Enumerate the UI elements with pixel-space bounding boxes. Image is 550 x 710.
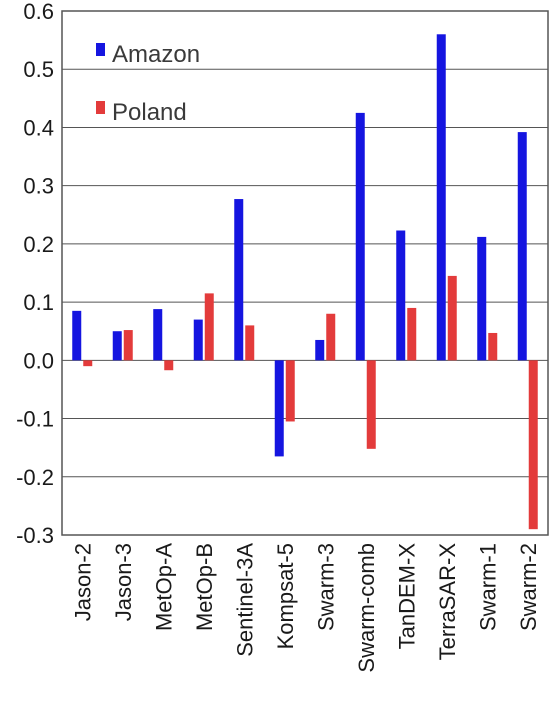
bar-poland-swarm-3 bbox=[326, 313, 336, 361]
legend-label-poland: Poland bbox=[112, 99, 187, 126]
bar-amazon-metop-a bbox=[153, 309, 163, 361]
y-tick-label: 0.6 bbox=[23, 0, 54, 24]
x-category-label: TanDEM-X bbox=[394, 543, 419, 650]
x-category-label: MetOp-B bbox=[192, 543, 217, 631]
y-tick-label: 0.4 bbox=[23, 115, 54, 140]
x-category-label: MetOp-A bbox=[151, 543, 176, 631]
bar-poland-metop-b bbox=[204, 293, 214, 361]
plot-frame bbox=[61, 10, 549, 536]
x-axis-labels: Jason-2 Jason-3 MetOp-A MetOp-B Sentinel-3A K… bbox=[70, 543, 541, 673]
bar-amazon-swarm-2 bbox=[517, 132, 527, 361]
legend-swatch-poland bbox=[96, 101, 105, 114]
bar-poland-sentinel-3a bbox=[245, 325, 255, 361]
bar-amazon-swarm-3 bbox=[315, 339, 325, 361]
x-category-label: Sentinel-3A bbox=[232, 543, 257, 657]
y-tick-label: -0.3 bbox=[16, 523, 54, 548]
x-category-label: Swarm-2 bbox=[516, 543, 541, 631]
bar-poland-tandem-x bbox=[407, 307, 417, 361]
x-category-label: TerraSAR-X bbox=[435, 543, 460, 661]
y-tick-label: 0.1 bbox=[23, 290, 54, 315]
x-category-label: Jason-3 bbox=[111, 543, 136, 621]
bar-amazon-sentinel-3a bbox=[234, 199, 244, 361]
x-category-label: Jason-2 bbox=[70, 543, 95, 621]
x-category-label: Swarm-1 bbox=[475, 543, 500, 631]
bar-amazon-tandem-x bbox=[396, 230, 406, 361]
bar-amazon-terrasar-x bbox=[436, 34, 446, 361]
x-category-label: Swarm-3 bbox=[313, 543, 338, 631]
y-tick-label: -0.1 bbox=[16, 407, 54, 432]
bar-amazon-jason-3 bbox=[112, 331, 122, 361]
bars bbox=[72, 34, 538, 530]
bar-poland-terrasar-x bbox=[447, 275, 457, 361]
y-tick-label: 0.5 bbox=[23, 57, 54, 82]
bar-poland-swarm-comb bbox=[366, 360, 376, 449]
legend-label-amazon: Amazon bbox=[112, 41, 200, 68]
bar-poland-swarm-1 bbox=[488, 332, 498, 361]
bar-amazon-swarm-comb bbox=[355, 112, 365, 361]
gridlines bbox=[62, 10, 548, 536]
bar-poland-kompsat-5 bbox=[285, 360, 295, 422]
bar-poland-jason-3 bbox=[123, 330, 133, 361]
y-tick-label: -0.2 bbox=[16, 465, 54, 490]
legend-swatch-amazon bbox=[96, 43, 105, 56]
bar-amazon-metop-b bbox=[193, 319, 203, 361]
y-tick-label: 0.2 bbox=[23, 232, 54, 257]
x-category-label: Kompsat-5 bbox=[273, 543, 298, 649]
bar-poland-swarm-2 bbox=[528, 360, 538, 530]
y-tick-label: 0.3 bbox=[23, 174, 54, 199]
y-axis-ticks: 0.6 0.5 0.4 0.3 0.2 0.1 0.0 -0.1 -0.2 -0.3 bbox=[16, 0, 54, 548]
bar-poland-jason-2 bbox=[83, 360, 93, 367]
x-category-label: Swarm-comb bbox=[354, 543, 379, 673]
legend: Amazon Poland bbox=[96, 41, 200, 126]
bar-poland-metop-a bbox=[164, 360, 174, 371]
bar-amazon-jason-2 bbox=[72, 310, 82, 361]
y-tick-label: 0.0 bbox=[23, 348, 54, 373]
bar-amazon-kompsat-5 bbox=[274, 360, 284, 457]
bar-amazon-swarm-1 bbox=[477, 236, 487, 361]
